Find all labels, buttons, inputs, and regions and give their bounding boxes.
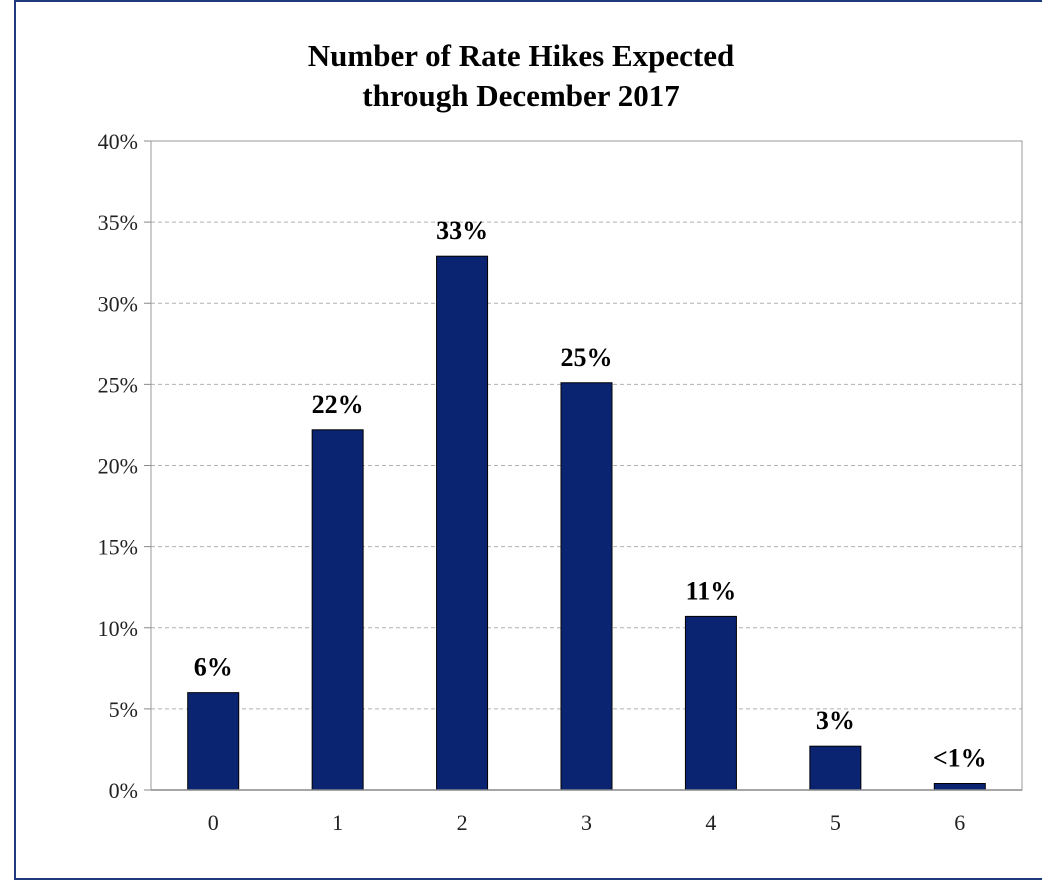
data-label: 22% [312,390,364,419]
x-tick-label: 6 [954,810,965,835]
y-tick-label: 15% [98,535,138,560]
chart-title-line-1: Number of Rate Hikes Expected [307,38,735,73]
data-label: 11% [686,576,737,605]
data-label: <1% [933,744,987,773]
bars [187,255,986,791]
data-labels: 6% 22% 33% 25% 11% 3% <1% [194,216,987,772]
data-label: 33% [436,216,488,245]
bar [809,745,862,791]
y-tick-label: 20% [98,454,138,479]
y-tick-label: 40% [98,129,138,154]
data-label: 3% [816,706,855,735]
chart-title-line-2: through December 2017 [362,78,680,113]
axes: 0% 5% 10% 15% 20% 25% 30% 35% 40% 0 1 2 3 4 5 6 [98,129,1023,835]
y-tick-label: 25% [98,372,138,397]
chart-title: Number of Rate Hikes Expected through De… [0,36,1042,116]
y-tick-label: 35% [98,210,138,235]
bar [684,615,737,791]
bar [560,382,613,791]
x-tick-label: 2 [457,810,468,835]
y-tick-label: 30% [98,291,138,316]
x-tick-label: 1 [332,810,343,835]
data-label: 6% [194,653,233,682]
y-tick-label: 10% [98,616,138,641]
bar [933,783,986,791]
y-tick-label: 0% [109,778,138,803]
bar [187,692,240,791]
bar [311,429,364,791]
x-tick-label: 5 [830,810,841,835]
y-tick-label: 5% [109,697,138,722]
x-tick-label: 0 [208,810,219,835]
x-tick-label: 4 [705,810,716,835]
x-tick-label: 3 [581,810,592,835]
bar [436,255,489,791]
data-label: 25% [561,343,613,372]
